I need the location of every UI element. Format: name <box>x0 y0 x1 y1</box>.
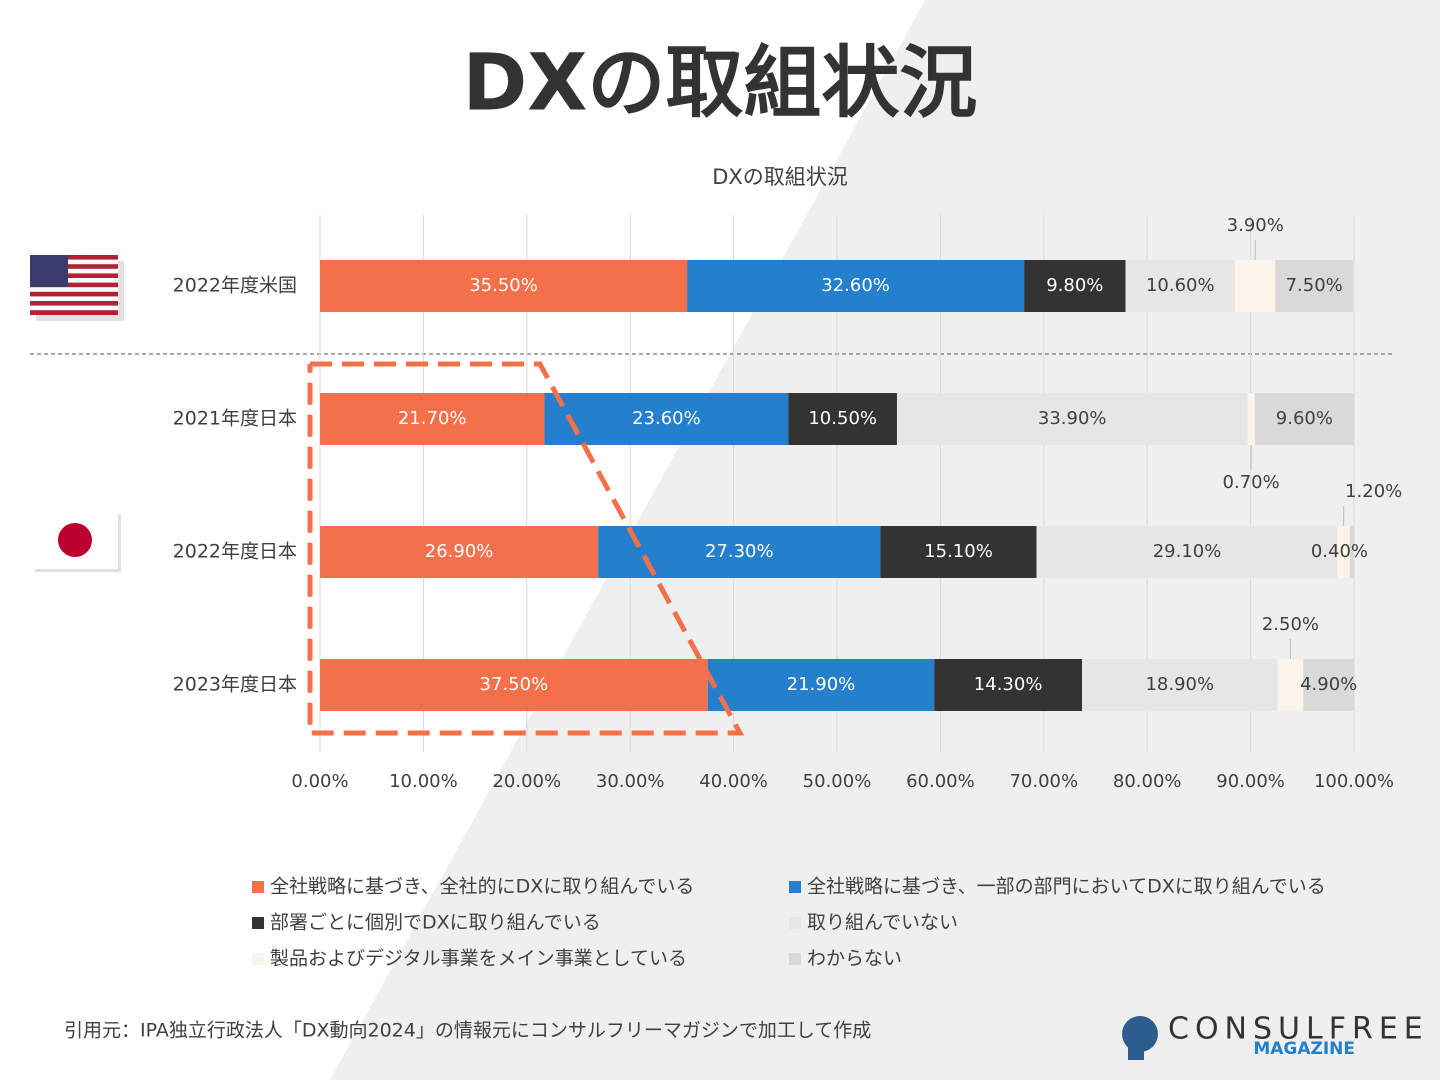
bar-segment <box>1349 526 1354 578</box>
y-tick-label: 2021年度日本 <box>173 408 297 430</box>
highlight-annotation <box>307 361 745 736</box>
bar-segment <box>544 393 789 445</box>
legend-swatch <box>252 881 264 893</box>
bar-segment <box>896 393 1248 445</box>
bar-segment <box>1337 526 1350 578</box>
x-tick-label: 30.00% <box>596 771 665 792</box>
value-label: 1.20% <box>1345 481 1402 502</box>
value-label: 14.30% <box>974 674 1043 695</box>
legend-label: わからない <box>807 948 902 970</box>
legend-label: 取り組んでいない <box>807 912 958 934</box>
value-label: 15.10% <box>924 541 993 562</box>
value-label: 7.50% <box>1286 275 1343 296</box>
x-tick-label: 40.00% <box>699 771 768 792</box>
bar-segment <box>1235 260 1276 312</box>
x-tick-label: 0.00% <box>291 771 348 792</box>
bar-segment <box>1024 260 1126 312</box>
logo-name: CONSULFREE <box>1168 1012 1429 1047</box>
legend-swatch <box>252 917 264 929</box>
logo: CONSULFREE MAGAZINE <box>1122 1012 1429 1060</box>
value-label: 23.60% <box>632 408 701 429</box>
value-label: 3.90% <box>1227 215 1284 236</box>
x-tick-label: 90.00% <box>1216 771 1285 792</box>
bar-segment <box>1277 659 1304 711</box>
x-tick-label: 10.00% <box>389 771 458 792</box>
value-label: 33.90% <box>1038 408 1107 429</box>
bar-segment <box>1247 393 1255 445</box>
bar-segment <box>880 526 1037 578</box>
chart-title: DXの取組状況 <box>712 165 848 189</box>
x-tick-label: 50.00% <box>803 771 872 792</box>
bar-segment <box>1036 526 1338 578</box>
x-tick-label: 70.00% <box>1009 771 1078 792</box>
bar-segment <box>788 393 897 445</box>
value-label: 32.60% <box>821 275 890 296</box>
bar-segment <box>1125 260 1236 312</box>
legend-label: 全社戦略に基づき、全社的にDXに取り組んでいる <box>270 876 694 898</box>
value-label: 2.50% <box>1262 614 1319 635</box>
value-label: 0.70% <box>1223 472 1280 493</box>
value-label: 26.90% <box>425 541 494 562</box>
y-tick-label: 2022年度日本 <box>173 541 297 563</box>
bar-segment <box>1254 393 1354 445</box>
bar-segment <box>1275 260 1353 312</box>
y-tick-label: 2023年度日本 <box>173 674 297 696</box>
x-tick-label: 100.00% <box>1314 771 1394 792</box>
legend-swatch <box>252 953 264 965</box>
bar-segment <box>707 659 935 711</box>
bar-segment <box>320 526 599 578</box>
value-label: 0.40% <box>1311 541 1368 562</box>
bar-segment <box>320 260 688 312</box>
page-title: DXの取組状況 <box>463 38 978 128</box>
value-label: 35.50% <box>469 275 538 296</box>
value-label: 21.90% <box>787 674 856 695</box>
y-tick-label: 2022年度米国 <box>173 275 297 297</box>
value-label: 37.50% <box>480 674 549 695</box>
x-tick-label: 80.00% <box>1113 771 1182 792</box>
bar-segment <box>687 260 1025 312</box>
value-label: 18.90% <box>1145 674 1214 695</box>
bar-segment <box>320 393 545 445</box>
legend-label: 部署ごとに個別でDXに取り組んでいる <box>270 912 601 934</box>
value-label: 9.60% <box>1276 408 1333 429</box>
value-label: 27.30% <box>705 541 774 562</box>
value-label: 29.10% <box>1153 541 1222 562</box>
legend-swatch <box>789 917 801 929</box>
x-tick-label: 20.00% <box>492 771 561 792</box>
value-label: 9.80% <box>1046 275 1103 296</box>
value-label: 10.50% <box>808 408 877 429</box>
bar-segment <box>1082 659 1278 711</box>
bar-segment <box>598 526 881 578</box>
source-note: 引用元：IPA独立行政法人「DX動向2024」の情報元にコンサルフリーマガジンで… <box>64 1020 871 1042</box>
x-tick-label: 60.00% <box>906 771 975 792</box>
value-label: 21.70% <box>398 408 467 429</box>
value-label: 10.60% <box>1146 275 1215 296</box>
bar-segment <box>1303 659 1354 711</box>
bar-segment <box>320 659 708 711</box>
us-flag <box>30 255 124 321</box>
legend-label: 全社戦略に基づき、一部の部門においてDXに取り組んでいる <box>807 876 1326 898</box>
japan-flag <box>32 511 121 572</box>
bar-segment <box>934 659 1083 711</box>
logo-sub: MAGAZINE <box>1253 1039 1355 1059</box>
legend-swatch <box>789 953 801 965</box>
legend-label: 製品およびデジタル事業をメイン事業としている <box>270 948 687 970</box>
value-label: 4.90% <box>1300 674 1357 695</box>
legend-swatch <box>789 881 801 893</box>
